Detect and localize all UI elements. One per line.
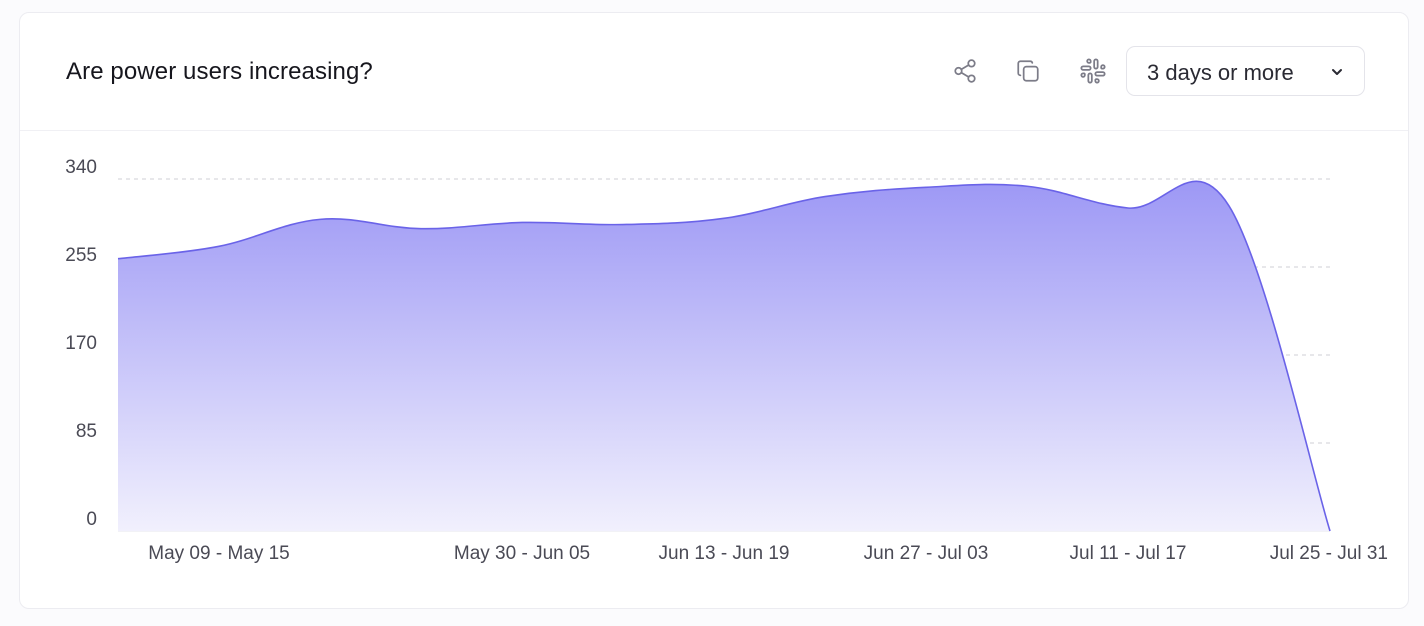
x-tick-label: Jun 27 - Jul 03 [864, 543, 989, 564]
x-tick-label: May 09 - May 15 [148, 543, 290, 564]
slack-icon [1080, 58, 1106, 84]
card-header: Are power users increasing? [20, 13, 1408, 131]
period-dropdown-value: 3 days or more [1147, 60, 1294, 85]
y-tick-label: 255 [65, 245, 97, 266]
share-button[interactable] [947, 53, 983, 89]
copy-icon [1017, 60, 1039, 82]
slack-button[interactable] [1075, 53, 1111, 89]
chart-card: Are power users increasing? [19, 12, 1409, 609]
x-tick-label: Jul 11 - Jul 17 [1070, 543, 1187, 564]
x-tick-label: Jun 13 - Jun 19 [659, 543, 790, 564]
area-chart: 0 85 170 255 340 May 09 - May 15 May 30 - Jun … [65, 157, 1388, 564]
y-tick-label: 0 [86, 509, 97, 530]
y-tick-label: 340 [65, 157, 97, 178]
chevron-down-icon [1332, 69, 1342, 75]
y-tick-label: 85 [76, 421, 97, 442]
x-tick-label: May 30 - Jun 05 [454, 543, 590, 564]
copy-button[interactable] [1010, 53, 1046, 89]
share-icon [954, 59, 976, 83]
chart-title: Are power users increasing? [66, 58, 373, 85]
period-dropdown[interactable]: 3 days or more [1126, 46, 1365, 96]
series-line [117, 180, 1331, 532]
x-tick-label: Jul 25 - Jul 31 [1270, 543, 1388, 564]
y-tick-label: 170 [65, 333, 97, 354]
area-fill [118, 181, 1330, 532]
